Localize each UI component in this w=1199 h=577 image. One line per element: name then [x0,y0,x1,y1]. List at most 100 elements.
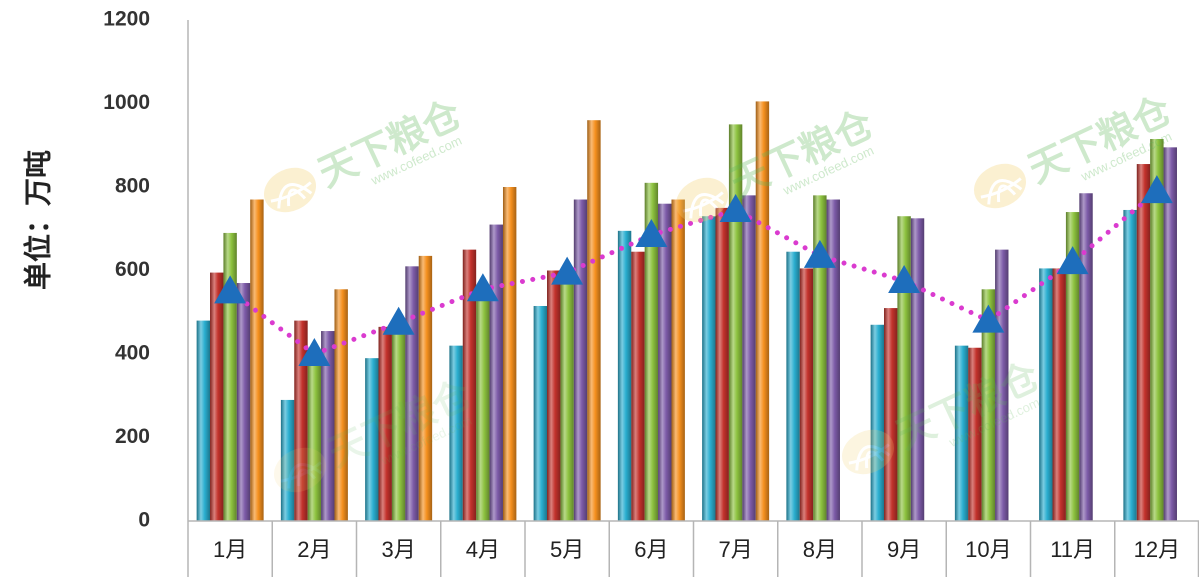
watermark-text: 天下粮仓 [312,93,468,196]
triangle-marker-month-4 [466,273,499,302]
x-category-label: 11月 [1050,537,1095,562]
bar-series-1-month-11 [1039,268,1053,521]
triangle-marker-month-1 [214,275,247,304]
bar-series-4-month-1 [236,283,251,521]
bar-series-1-month-9 [870,324,885,521]
bar-series-3-month-1 [223,232,237,521]
y-tick-label: 800 [115,175,150,198]
x-category-label: 2月 [297,537,331,562]
bar-series-1-month-2 [280,399,295,521]
x-category-label: 9月 [887,537,921,562]
bar-series-3-month-11 [1065,212,1080,522]
bar-series-5-month-4 [502,187,517,521]
bar-series-3-month-6 [644,182,659,521]
bar-series-1-month-8 [786,251,800,521]
triangle-marker-month-7 [719,193,752,222]
bar-series-5-month-1 [250,199,264,521]
bar-series-2-month-3 [378,326,392,521]
bar-series-group [196,101,1177,522]
x-category-label: 8月 [803,537,837,562]
bar-series-4-month-2 [321,331,335,521]
triangle-marker-month-2 [298,338,331,366]
triangle-marker-month-10 [972,304,1005,333]
bar-series-1-month-5 [533,305,548,521]
x-axis-categories: 1月 2月 3月 4月 5月 6月 7月 8月 9月 10月 11月 12月 [213,521,1199,577]
bar-series-2-month-12 [1136,164,1151,522]
watermark-text: 天下粮仓 [724,103,880,206]
line-series-group [214,175,1173,366]
watermark-logo-icon [973,163,1027,209]
bar-series-1-month-10 [954,345,969,521]
triangle-marker-month-8 [803,239,836,268]
bar-series-5-month-2 [334,289,348,521]
y-tick-label: 1000 [103,91,150,114]
bar-series-3-month-8 [813,195,827,521]
bar-series-3-month-7 [728,124,743,522]
triangle-marker-month-11 [1056,246,1089,275]
bar-series-4-month-10 [995,249,1009,522]
triangle-marker-month-12 [1140,175,1173,204]
y-tick-label: 200 [115,425,150,448]
bar-series-5-month-5 [587,120,601,521]
bar-series-3-month-2 [307,360,322,521]
y-tick-label: 400 [115,342,150,365]
bar-series-2-month-10 [968,347,982,521]
bar-series-2-month-1 [210,272,224,521]
bar-series-1-month-3 [365,358,379,521]
y-tick-label: 1200 [103,8,150,31]
triangle-marker-month-6 [635,219,668,248]
bar-series-4-month-7 [742,195,756,521]
y-tick-label: 600 [115,258,150,281]
bar-series-3-month-10 [981,289,996,521]
x-category-label: 1月 [213,537,247,562]
x-category-label: 4月 [466,537,500,562]
bar-series-1-month-12 [1123,209,1137,521]
bar-series-2-month-4 [462,249,477,522]
watermark-url: www.cofeed.com [780,143,876,199]
bar-series-2-month-5 [547,270,561,521]
bar-series-5-month-7 [755,101,770,521]
dotted-line-series [227,188,1160,357]
bar-series-3-month-4 [476,293,490,521]
bar-series-4-month-5 [573,199,588,521]
bar-series-2-month-7 [715,207,729,522]
watermark-logo-icon [263,167,317,213]
bar-series-2-month-9 [884,308,898,521]
bar-series-4-month-4 [489,224,503,521]
bar-series-2-month-6 [631,251,645,521]
bar-series-3-month-3 [391,328,406,521]
bar-series-1-month-6 [617,230,632,521]
x-category-label: 5月 [550,537,584,562]
bar-series-2-month-8 [799,268,814,521]
bar-series-3-month-12 [1150,138,1164,522]
y-axis-tick-labels: 0 200 400 600 800 1000 1200 [103,8,150,532]
bar-series-4-month-11 [1079,193,1093,521]
x-category-label: 10月 [965,537,1011,562]
bar-series-1-month-7 [702,216,716,522]
y-axis-label: 单位：万吨 [21,150,53,290]
bar-series-4-month-12 [1163,147,1177,521]
bar-series-2-month-11 [1052,268,1066,521]
y-tick-label: 0 [138,509,150,532]
watermark-url: www.cofeed.com [368,133,464,189]
bar-series-4-month-3 [405,266,419,521]
bar-series-5-month-3 [418,255,433,521]
bar-series-1-month-1 [196,320,211,521]
bar-series-2-month-2 [294,320,308,521]
x-category-label: 7月 [719,537,753,562]
x-category-label: 6月 [634,537,668,562]
triangle-marker-month-9 [888,264,921,293]
bar-series-3-month-9 [897,216,911,522]
bar-series-4-month-8 [826,199,840,521]
bar-series-1-month-4 [449,345,463,521]
x-category-label: 3月 [382,537,416,562]
bar-series-3-month-5 [560,274,574,521]
bar-series-4-month-9 [910,218,925,521]
x-category-label: 12月 [1134,537,1180,562]
triangle-marker-month-5 [551,256,584,285]
bar-series-4-month-6 [658,203,672,521]
bar-series-5-month-6 [671,199,685,521]
